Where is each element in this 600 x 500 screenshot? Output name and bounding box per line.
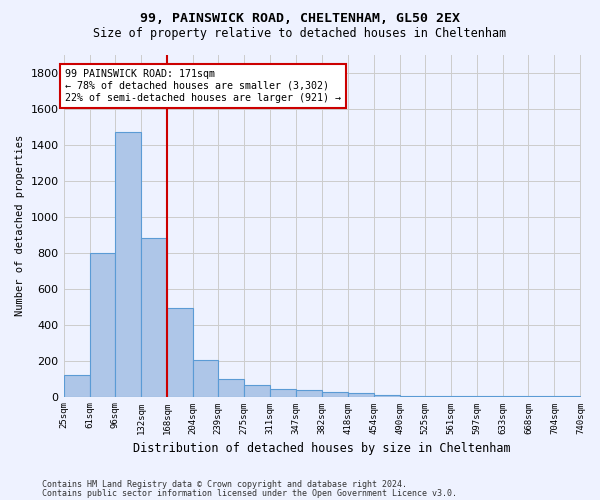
Bar <box>218 378 244 396</box>
Text: 99, PAINSWICK ROAD, CHELTENHAM, GL50 2EX: 99, PAINSWICK ROAD, CHELTENHAM, GL50 2EX <box>140 12 460 26</box>
Bar <box>296 390 322 396</box>
Bar <box>347 393 374 396</box>
Text: Size of property relative to detached houses in Cheltenham: Size of property relative to detached ho… <box>94 28 506 40</box>
Bar <box>115 132 141 396</box>
Text: 99 PAINSWICK ROAD: 171sqm
← 78% of detached houses are smaller (3,302)
22% of se: 99 PAINSWICK ROAD: 171sqm ← 78% of detac… <box>65 70 341 102</box>
Bar <box>141 238 167 396</box>
Bar <box>167 308 193 396</box>
Bar <box>244 385 271 396</box>
Bar <box>322 392 347 396</box>
Y-axis label: Number of detached properties: Number of detached properties <box>15 135 25 316</box>
Bar <box>271 390 296 396</box>
X-axis label: Distribution of detached houses by size in Cheltenham: Distribution of detached houses by size … <box>133 442 511 455</box>
Bar <box>64 375 89 396</box>
Bar <box>374 395 400 396</box>
Bar <box>193 360 218 397</box>
Text: Contains HM Land Registry data © Crown copyright and database right 2024.: Contains HM Land Registry data © Crown c… <box>42 480 407 489</box>
Text: Contains public sector information licensed under the Open Government Licence v3: Contains public sector information licen… <box>42 490 457 498</box>
Bar <box>89 252 115 396</box>
